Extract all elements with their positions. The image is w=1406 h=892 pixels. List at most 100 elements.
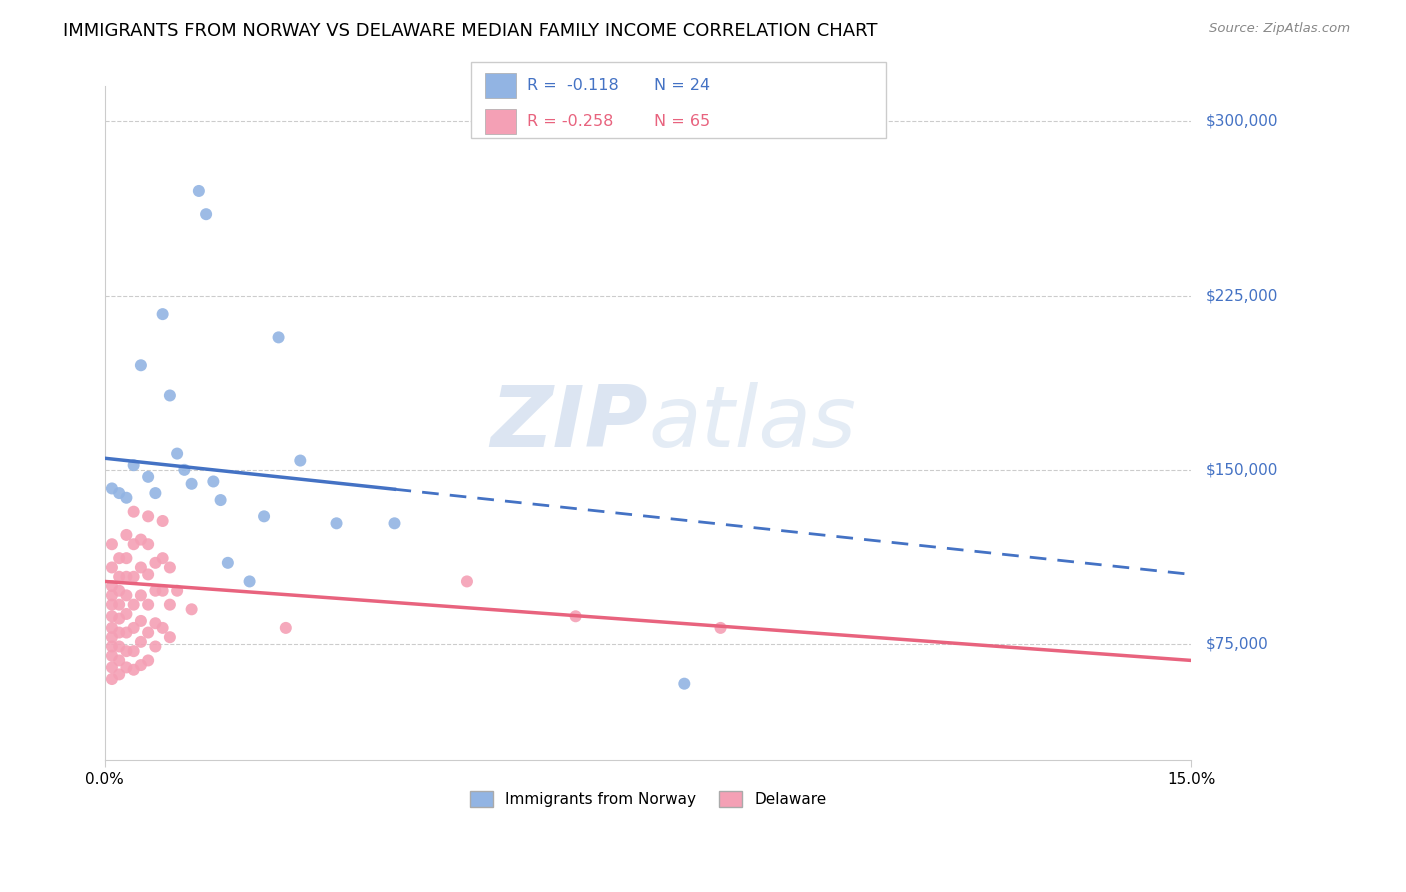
- Point: [159, 598, 181, 612]
- Point: [122, 621, 145, 635]
- Point: [325, 516, 347, 531]
- Point: [152, 621, 174, 635]
- Point: [145, 616, 167, 631]
- Point: [108, 667, 131, 681]
- Point: [239, 574, 262, 589]
- Point: [122, 570, 145, 584]
- Legend: Immigrants from Norway, Delaware: Immigrants from Norway, Delaware: [464, 785, 832, 814]
- Point: [180, 476, 202, 491]
- Point: [101, 560, 124, 574]
- Point: [129, 658, 152, 673]
- Point: [108, 598, 131, 612]
- Text: R =  -0.118: R = -0.118: [527, 78, 619, 93]
- Point: [180, 602, 202, 616]
- Point: [108, 653, 131, 667]
- Point: [253, 509, 276, 524]
- Point: [129, 614, 152, 628]
- Point: [136, 567, 159, 582]
- Point: [108, 486, 131, 500]
- Point: [136, 598, 159, 612]
- Point: [152, 514, 174, 528]
- Point: [108, 640, 131, 654]
- Point: [115, 644, 138, 658]
- Point: [108, 625, 131, 640]
- Point: [166, 447, 188, 461]
- Point: [101, 672, 124, 686]
- Point: [709, 621, 731, 635]
- Point: [384, 516, 406, 531]
- Point: [101, 640, 124, 654]
- Point: [136, 470, 159, 484]
- Point: [267, 330, 290, 344]
- Text: ZIP: ZIP: [491, 382, 648, 465]
- Text: atlas: atlas: [648, 382, 856, 465]
- Point: [122, 663, 145, 677]
- Point: [195, 207, 218, 221]
- Point: [152, 307, 174, 321]
- Point: [115, 607, 138, 621]
- Text: IMMIGRANTS FROM NORWAY VS DELAWARE MEDIAN FAMILY INCOME CORRELATION CHART: IMMIGRANTS FROM NORWAY VS DELAWARE MEDIA…: [63, 22, 877, 40]
- Point: [129, 533, 152, 547]
- Text: Source: ZipAtlas.com: Source: ZipAtlas.com: [1209, 22, 1350, 36]
- Point: [136, 625, 159, 640]
- Point: [159, 388, 181, 402]
- Text: $300,000: $300,000: [1206, 113, 1278, 128]
- Point: [101, 588, 124, 602]
- Text: N = 24: N = 24: [654, 78, 710, 93]
- Point: [122, 598, 145, 612]
- Point: [159, 560, 181, 574]
- Point: [129, 560, 152, 574]
- Point: [108, 570, 131, 584]
- Point: [108, 612, 131, 626]
- Point: [217, 556, 239, 570]
- Text: $75,000: $75,000: [1206, 637, 1268, 652]
- Point: [202, 475, 225, 489]
- Text: N = 65: N = 65: [654, 114, 710, 129]
- Point: [115, 570, 138, 584]
- Point: [209, 493, 232, 508]
- Point: [145, 486, 167, 500]
- Point: [145, 583, 167, 598]
- Point: [187, 184, 209, 198]
- Text: $150,000: $150,000: [1206, 462, 1278, 477]
- Text: R = -0.258: R = -0.258: [527, 114, 613, 129]
- Point: [159, 630, 181, 644]
- Point: [274, 621, 297, 635]
- Point: [129, 588, 152, 602]
- Point: [101, 598, 124, 612]
- Point: [115, 660, 138, 674]
- Point: [115, 491, 138, 505]
- Point: [115, 528, 138, 542]
- Point: [152, 583, 174, 598]
- Point: [152, 551, 174, 566]
- Point: [290, 453, 312, 467]
- Point: [166, 583, 188, 598]
- Point: [101, 537, 124, 551]
- Point: [122, 644, 145, 658]
- Point: [145, 556, 167, 570]
- Point: [115, 625, 138, 640]
- Text: $225,000: $225,000: [1206, 288, 1278, 303]
- Point: [173, 463, 195, 477]
- Point: [136, 653, 159, 667]
- Point: [101, 630, 124, 644]
- Point: [129, 358, 152, 372]
- Point: [101, 609, 124, 624]
- Point: [108, 583, 131, 598]
- Point: [101, 482, 124, 496]
- Point: [101, 579, 124, 593]
- Point: [115, 588, 138, 602]
- Point: [136, 537, 159, 551]
- Point: [101, 660, 124, 674]
- Point: [108, 551, 131, 566]
- Point: [145, 640, 167, 654]
- Point: [129, 635, 152, 649]
- Point: [122, 458, 145, 473]
- Point: [673, 676, 696, 690]
- Point: [456, 574, 478, 589]
- Point: [122, 505, 145, 519]
- Point: [122, 537, 145, 551]
- Point: [136, 509, 159, 524]
- Point: [101, 621, 124, 635]
- Point: [564, 609, 586, 624]
